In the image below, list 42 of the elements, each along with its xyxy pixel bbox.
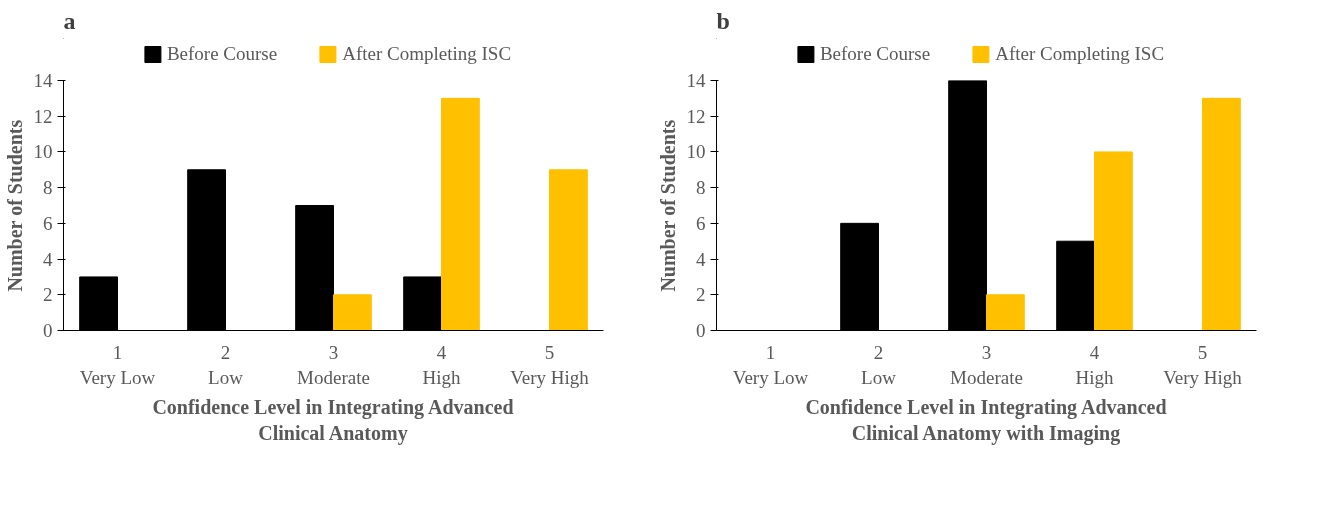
bar — [441, 97, 480, 331]
y-tick-label: 12 — [686, 105, 706, 127]
x-tick-label: 5 Very High — [1163, 341, 1243, 388]
x-axis-title: Confidence Level in Integrating Advanced Clinical Anatomy with Imaging — [805, 395, 1167, 446]
y-tick-label: 8 — [696, 177, 706, 199]
bar — [549, 169, 588, 331]
x-tick-label: 3 Moderate — [950, 341, 1023, 388]
x-tick-label: 2 Low — [208, 341, 244, 388]
y-tick-label: 10 — [686, 141, 706, 163]
y-tick-label: 0 — [43, 320, 53, 341]
y-tick-label: 14 — [33, 70, 53, 91]
x-tick-label: 4 High — [1075, 341, 1114, 388]
legend-label: After Completing ISC — [342, 43, 512, 65]
y-tick-label: 12 — [33, 105, 53, 127]
x-tick-label: 1 Very Low — [732, 341, 809, 388]
y-axis-title: Number of Students — [3, 119, 26, 292]
bar — [333, 294, 372, 331]
y-axis-title: Number of Students — [656, 119, 679, 292]
bar — [1094, 151, 1133, 331]
x-tick-label: 4 High — [422, 341, 461, 388]
bar — [986, 294, 1025, 331]
y-tick-label: 8 — [43, 177, 53, 199]
chart-title: a — [63, 7, 76, 34]
chart-title: b — [716, 7, 730, 34]
x-axis-title: Confidence Level in Integrating Advanced Clinical Anatomy — [152, 395, 514, 446]
y-tick-label: 6 — [43, 212, 53, 234]
legend-label: After Completing ISC — [995, 43, 1165, 65]
y-tick-label: 2 — [43, 284, 53, 306]
y-tick-label: 4 — [43, 248, 53, 270]
y-tick-label: 10 — [33, 141, 53, 163]
x-tick-label: 1 Very Low — [79, 341, 156, 388]
x-tick-label: 5 Very High — [510, 341, 590, 388]
bar — [1202, 97, 1241, 331]
x-tick-label: 3 Moderate — [297, 341, 370, 388]
y-tick-label: 2 — [696, 284, 706, 306]
x-tick-label: 2 Low — [861, 341, 897, 388]
y-tick-label: 4 — [696, 248, 706, 270]
legend-label: Before Course — [166, 43, 278, 65]
y-tick-label: 0 — [696, 320, 706, 341]
y-tick-label: 6 — [696, 212, 706, 234]
y-tick-label: 14 — [686, 70, 706, 91]
legend-label: Before Course — [819, 43, 931, 65]
